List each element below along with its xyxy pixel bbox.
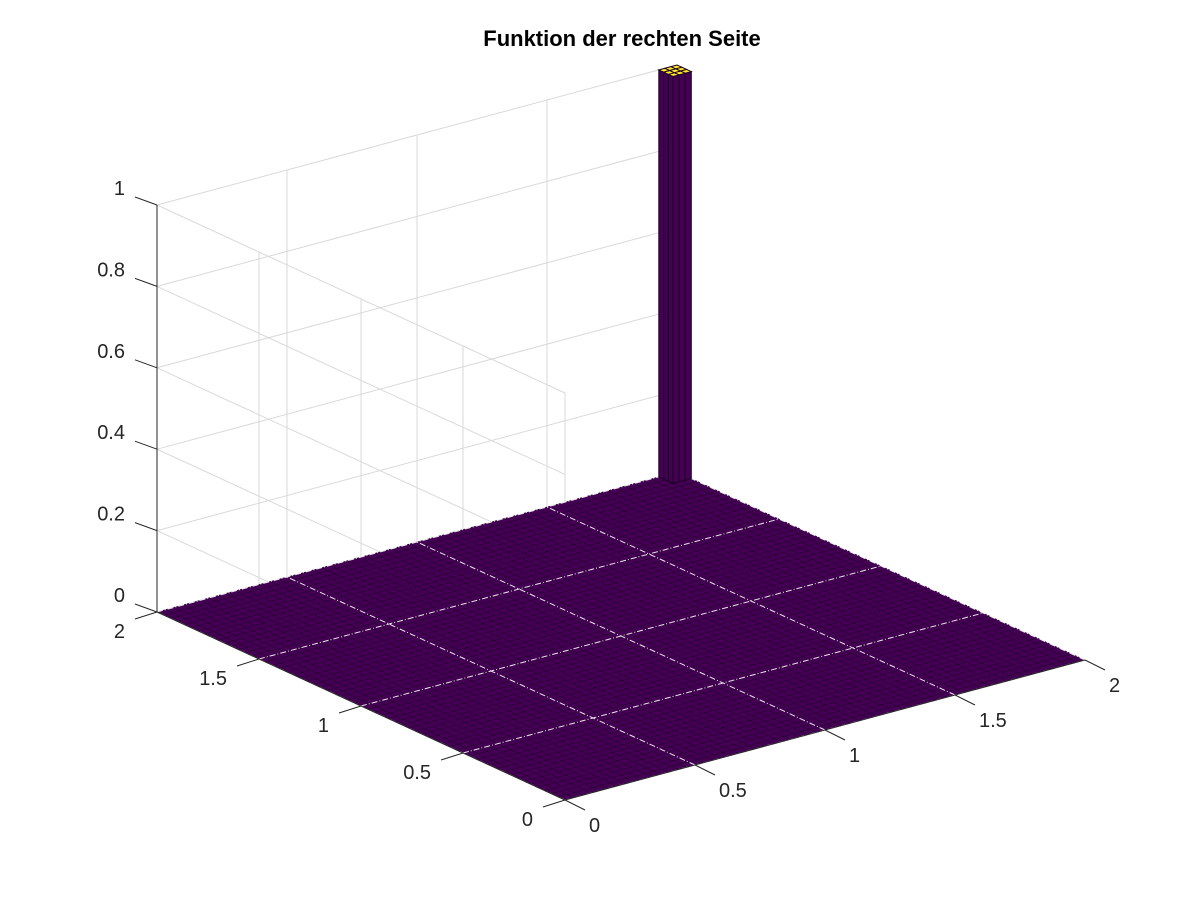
z-tick-mark — [134, 603, 158, 613]
tick-labels: 0 0.2 0.4 0.6 0.8 1 0 0.5 1 1.5 2 0 0.5 1 1.5 2 — [97, 178, 1120, 837]
peak-top-cell — [669, 64, 684, 70]
y-tick-mark — [236, 658, 260, 667]
chart-title: Funktion der rechten Seite — [483, 26, 761, 51]
x-tick-label: 1.5 — [979, 710, 1007, 732]
x-tick-mark — [694, 764, 716, 776]
x-tick-mark — [564, 799, 586, 811]
x-tick-mark — [824, 729, 846, 741]
z-tick-label: 0 — [114, 585, 125, 607]
y-gridline-floor — [156, 471, 678, 613]
z-tick-mark — [134, 277, 158, 287]
y-tick-mark — [542, 799, 566, 808]
z-tick-label: 0.2 — [97, 504, 125, 526]
z-tick-label: 0.4 — [97, 422, 125, 444]
x-tick-label: 2 — [1109, 675, 1120, 697]
y-tick-mark — [338, 705, 362, 714]
x-gridline-floor — [676, 471, 1086, 661]
y-gridline-floor — [462, 612, 984, 754]
z-tick-label: 0.6 — [97, 341, 125, 363]
y-gridline-floor — [258, 518, 780, 660]
axes — [134, 196, 1106, 811]
z-tick-mark — [134, 359, 158, 369]
y-tick-label: 2 — [114, 621, 125, 643]
peak-face-left — [658, 69, 665, 480]
peak-face-left — [667, 73, 674, 485]
y-tick-label: 1.5 — [199, 668, 227, 690]
surface — [156, 64, 1086, 801]
z-tick-mark — [134, 440, 158, 450]
y-tick-label: 0.5 — [403, 762, 431, 784]
z-tick-label: 0.8 — [97, 259, 125, 281]
y-gridline-floor — [360, 565, 882, 707]
peak-face-front — [672, 74, 680, 485]
z-tick-mark — [134, 522, 158, 532]
y-tick-mark — [134, 611, 158, 620]
x-gridline-floor — [546, 506, 956, 696]
z-tick-label: 1 — [114, 178, 125, 200]
x-tick-mark — [1084, 659, 1106, 671]
x-tick-label: 0 — [589, 815, 600, 837]
x-tick-label: 0.5 — [719, 780, 747, 802]
peak-face-left — [663, 71, 669, 483]
y-tick-mark — [440, 752, 464, 761]
z-tick-mark — [134, 196, 158, 206]
y-tick-label: 1 — [318, 715, 329, 737]
peak-face-front — [684, 70, 692, 481]
y-tick-label: 0 — [522, 809, 533, 831]
x-tick-label: 1 — [849, 745, 860, 767]
x-tick-mark — [954, 694, 976, 706]
peak-face-front — [678, 72, 686, 483]
